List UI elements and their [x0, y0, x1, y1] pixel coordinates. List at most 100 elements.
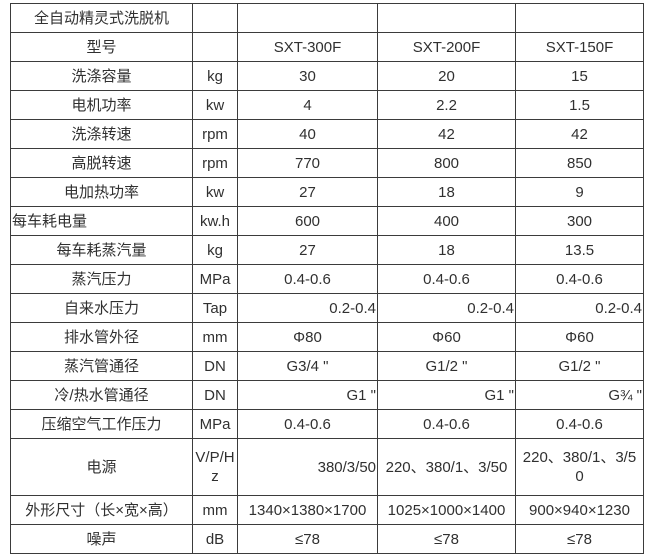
cell-label: 型号: [10, 32, 193, 62]
cell-value: ≤78: [515, 524, 644, 554]
table-row-wash-capacity: 洗涤容量 kg 30 20 15: [10, 61, 644, 91]
cell-value: 40: [237, 119, 378, 149]
cell-value: 220、380/1、3/50: [515, 438, 644, 496]
cell-unit: rpm: [192, 148, 238, 178]
cell-value: G1 ": [237, 380, 378, 410]
table-row-steam-pressure: 蒸汽压力 MPa 0.4-0.6 0.4-0.6 0.4-0.6: [10, 264, 644, 294]
table-row-power-per-load: 每车耗电量 kw.h 600 400 300: [10, 206, 644, 236]
cell-label: 噪声: [10, 524, 193, 554]
cell-value: 1025×1000×1400: [377, 495, 516, 525]
cell-label: 洗涤转速: [10, 119, 193, 149]
cell-value: 27: [237, 235, 378, 265]
cell-value: 850: [515, 148, 644, 178]
cell-value: 30: [237, 61, 378, 91]
table-row-wash-speed: 洗涤转速 rpm 40 42 42: [10, 119, 644, 149]
cell-value: G1/2 ": [515, 351, 644, 381]
cell-value: [377, 3, 516, 33]
cell-unit: V/P/Hz: [192, 438, 238, 496]
cell-value: 15: [515, 61, 644, 91]
table-row-title: 全自动精灵式洗脱机: [10, 3, 644, 33]
cell-value: 770: [237, 148, 378, 178]
cell-value: 1.5: [515, 90, 644, 120]
cell-label: 冷/热水管通径: [10, 380, 193, 410]
cell-value: [515, 3, 644, 33]
table-row-heating-power: 电加热功率 kw 27 18 9: [10, 177, 644, 207]
cell-value: 42: [515, 119, 644, 149]
cell-label: 压缩空气工作压力: [10, 409, 193, 439]
cell-unit: kg: [192, 61, 238, 91]
cell-value: Φ80: [237, 322, 378, 352]
cell-unit: MPa: [192, 264, 238, 294]
cell-unit: dB: [192, 524, 238, 554]
cell-label: 外形尺寸（长×宽×高）: [10, 495, 193, 525]
spec-table: 全自动精灵式洗脱机 型号 SXT-300F SXT-200F SXT-150F …: [10, 3, 644, 554]
cell-value: 0.2-0.4: [377, 293, 516, 323]
cell-label: 蒸汽管通径: [10, 351, 193, 381]
cell-unit: DN: [192, 380, 238, 410]
cell-value: G1 ": [377, 380, 516, 410]
cell-value: 13.5: [515, 235, 644, 265]
cell-label: 排水管外径: [10, 322, 193, 352]
cell-value: 800: [377, 148, 516, 178]
table-row-drain-pipe-diameter: 排水管外径 mm Φ80 Φ60 Φ60: [10, 322, 644, 352]
cell-value: 900×940×1230: [515, 495, 644, 525]
cell-value: G1/2 ": [377, 351, 516, 381]
cell-label: 电加热功率: [10, 177, 193, 207]
cell-unit: [192, 3, 238, 33]
cell-label: 自来水压力: [10, 293, 193, 323]
table-row-water-pipe-diameter: 冷/热水管通径 DN G1 " G1 " G¾ ": [10, 380, 644, 410]
cell-value: 0.4-0.6: [515, 409, 644, 439]
cell-value: 18: [377, 177, 516, 207]
cell-value: 4: [237, 90, 378, 120]
cell-value: 0.4-0.6: [377, 409, 516, 439]
cell-unit: MPa: [192, 409, 238, 439]
table-row-motor-power: 电机功率 kw 4 2.2 1.5: [10, 90, 644, 120]
cell-value: ≤78: [377, 524, 516, 554]
cell-value: 400: [377, 206, 516, 236]
cell-value: 9: [515, 177, 644, 207]
cell-value: G¾ ": [515, 380, 644, 410]
cell-unit: Tap: [192, 293, 238, 323]
table-row-steam-pipe-diameter: 蒸汽管通径 DN G3/4 " G1/2 " G1/2 ": [10, 351, 644, 381]
cell-value: 0.4-0.6: [377, 264, 516, 294]
table-row-model: 型号 SXT-300F SXT-200F SXT-150F: [10, 32, 644, 62]
cell-unit: mm: [192, 495, 238, 525]
cell-model-200f: SXT-200F: [377, 32, 516, 62]
cell-value: 0.2-0.4: [515, 293, 644, 323]
cell-label: 全自动精灵式洗脱机: [10, 3, 193, 33]
cell-model-150f: SXT-150F: [515, 32, 644, 62]
cell-label: 每车耗电量: [10, 206, 193, 236]
cell-value: 0.4-0.6: [237, 264, 378, 294]
cell-label: 蒸汽压力: [10, 264, 193, 294]
table-row-noise: 噪声 dB ≤78 ≤78 ≤78: [10, 524, 644, 554]
table-row-air-pressure: 压缩空气工作压力 MPa 0.4-0.6 0.4-0.6 0.4-0.6: [10, 409, 644, 439]
table-row-tap-water-pressure: 自来水压力 Tap 0.2-0.4 0.2-0.4 0.2-0.4: [10, 293, 644, 323]
table-row-extract-speed: 高脱转速 rpm 770 800 850: [10, 148, 644, 178]
cell-value: Φ60: [515, 322, 644, 352]
table-row-power-supply: 电源 V/P/Hz 380/3/50 220、380/1、3/50 220、38…: [10, 438, 644, 496]
cell-value: 0.4-0.6: [237, 409, 378, 439]
cell-value: G3/4 ": [237, 351, 378, 381]
cell-value: 0.2-0.4: [237, 293, 378, 323]
cell-value: Φ60: [377, 322, 516, 352]
cell-value: 220、380/1、3/50: [377, 438, 516, 496]
cell-label: 电源: [10, 438, 193, 496]
cell-value: 0.4-0.6: [515, 264, 644, 294]
cell-value: 18: [377, 235, 516, 265]
table-row-dimensions: 外形尺寸（长×宽×高） mm 1340×1380×1700 1025×1000×…: [10, 495, 644, 525]
cell-value: 2.2: [377, 90, 516, 120]
cell-unit: kw: [192, 177, 238, 207]
cell-unit: kg: [192, 235, 238, 265]
cell-unit: DN: [192, 351, 238, 381]
cell-value: 42: [377, 119, 516, 149]
cell-label: 高脱转速: [10, 148, 193, 178]
cell-value: 600: [237, 206, 378, 236]
cell-model-300f: SXT-300F: [237, 32, 378, 62]
cell-label: 洗涤容量: [10, 61, 193, 91]
cell-unit: mm: [192, 322, 238, 352]
cell-value: 300: [515, 206, 644, 236]
cell-unit: kw: [192, 90, 238, 120]
cell-value: [237, 3, 378, 33]
cell-value: 1340×1380×1700: [237, 495, 378, 525]
cell-value: 20: [377, 61, 516, 91]
